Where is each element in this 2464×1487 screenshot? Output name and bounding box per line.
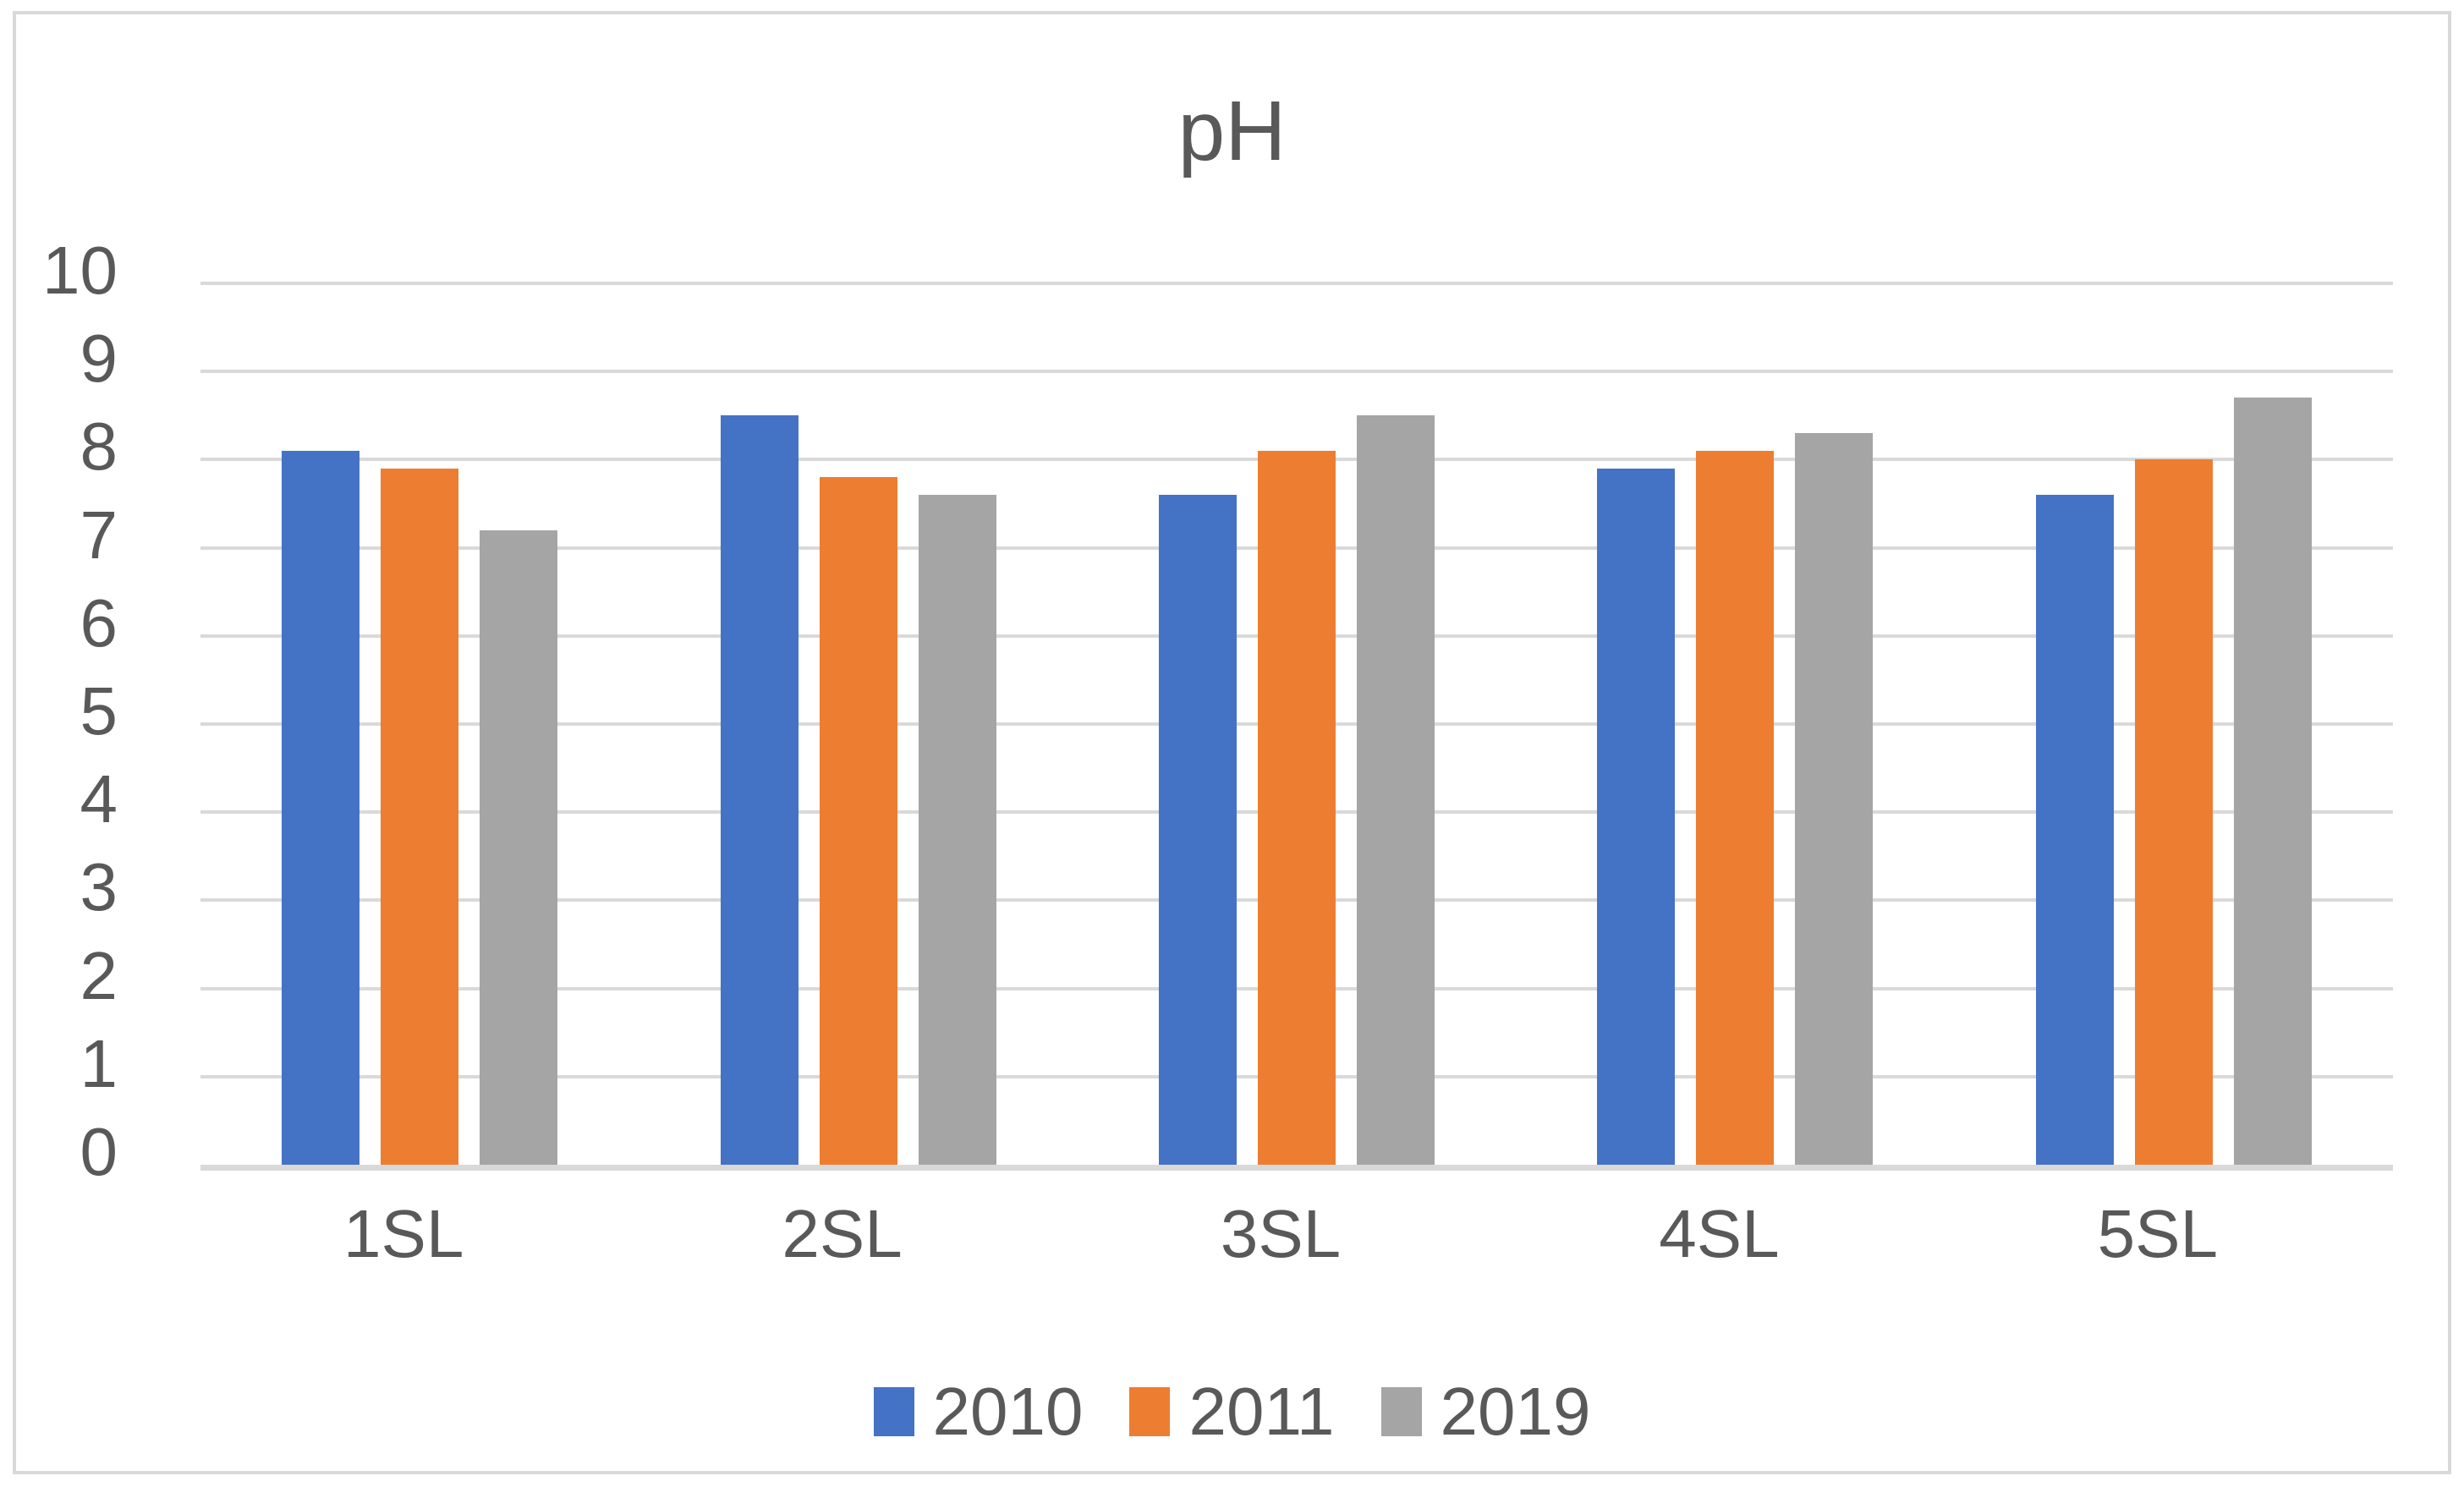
x-category-label-4SL: 4SL <box>1659 1196 1780 1271</box>
legend-item-2019[interactable]: 2019 <box>1380 1374 1591 1449</box>
bar-2019-2SL[interactable] <box>918 495 996 1165</box>
y-tick-label: 0 <box>80 1114 118 1189</box>
plot-area <box>200 282 2393 1171</box>
bar-2011-2SL[interactable] <box>819 477 897 1165</box>
x-category-label-2SL: 2SL <box>782 1196 903 1271</box>
y-tick-label: 7 <box>80 497 118 573</box>
y-tick-label: 1 <box>80 1025 118 1101</box>
legend-label: 2010 <box>932 1374 1084 1449</box>
bar-2011-5SL[interactable] <box>2134 459 2213 1165</box>
bar-2019-1SL[interactable] <box>480 530 558 1165</box>
bar-2011-1SL[interactable] <box>381 468 459 1165</box>
bar-2010-4SL[interactable] <box>1597 468 1676 1165</box>
y-tick-label: 6 <box>80 584 118 661</box>
chart-frame: pH 2010 2011 2019 0 1 2 3 4 5 6 7 8 9 10 1SL 2SL 3SL 4SL… <box>13 11 2451 1474</box>
gridline <box>200 282 2393 285</box>
y-tick-label: 10 <box>42 233 118 308</box>
x-category-label-3SL: 3SL <box>1220 1196 1342 1271</box>
legend: 2010 2011 2019 <box>16 1378 2448 1446</box>
y-tick-label: 9 <box>80 321 118 397</box>
x-axis-line <box>200 1165 2393 1171</box>
x-category-label-1SL: 1SL <box>343 1196 464 1271</box>
legend-label: 2011 <box>1188 1374 1335 1449</box>
legend-item-2010[interactable]: 2010 <box>873 1374 1084 1449</box>
bar-2010-3SL[interactable] <box>1159 495 1237 1165</box>
gridline <box>200 370 2393 374</box>
x-category-label-5SL: 5SL <box>2097 1196 2218 1271</box>
bar-2010-5SL[interactable] <box>2035 495 2114 1165</box>
chart-title: pH <box>1177 84 1287 178</box>
bar-2010-1SL[interactable] <box>282 450 360 1165</box>
bar-2019-3SL[interactable] <box>1357 415 1435 1165</box>
bar-2019-4SL[interactable] <box>1795 433 1874 1165</box>
y-tick-label: 5 <box>80 673 118 749</box>
bar-2011-3SL[interactable] <box>1258 450 1336 1165</box>
y-tick-label: 3 <box>80 849 118 925</box>
bar-2010-2SL[interactable] <box>720 415 798 1165</box>
y-tick-label: 8 <box>80 409 118 485</box>
legend-label: 2019 <box>1440 1374 1591 1449</box>
bar-2019-5SL[interactable] <box>2233 398 2312 1165</box>
legend-item-2011[interactable]: 2011 <box>1129 1374 1335 1449</box>
y-tick-label: 4 <box>80 761 118 837</box>
bar-2011-4SL[interactable] <box>1696 450 1775 1165</box>
y-tick-label: 2 <box>80 937 118 1013</box>
legend-marker-icon <box>1129 1387 1171 1436</box>
legend-marker-icon <box>873 1387 914 1436</box>
legend-marker-icon <box>1380 1387 1422 1436</box>
